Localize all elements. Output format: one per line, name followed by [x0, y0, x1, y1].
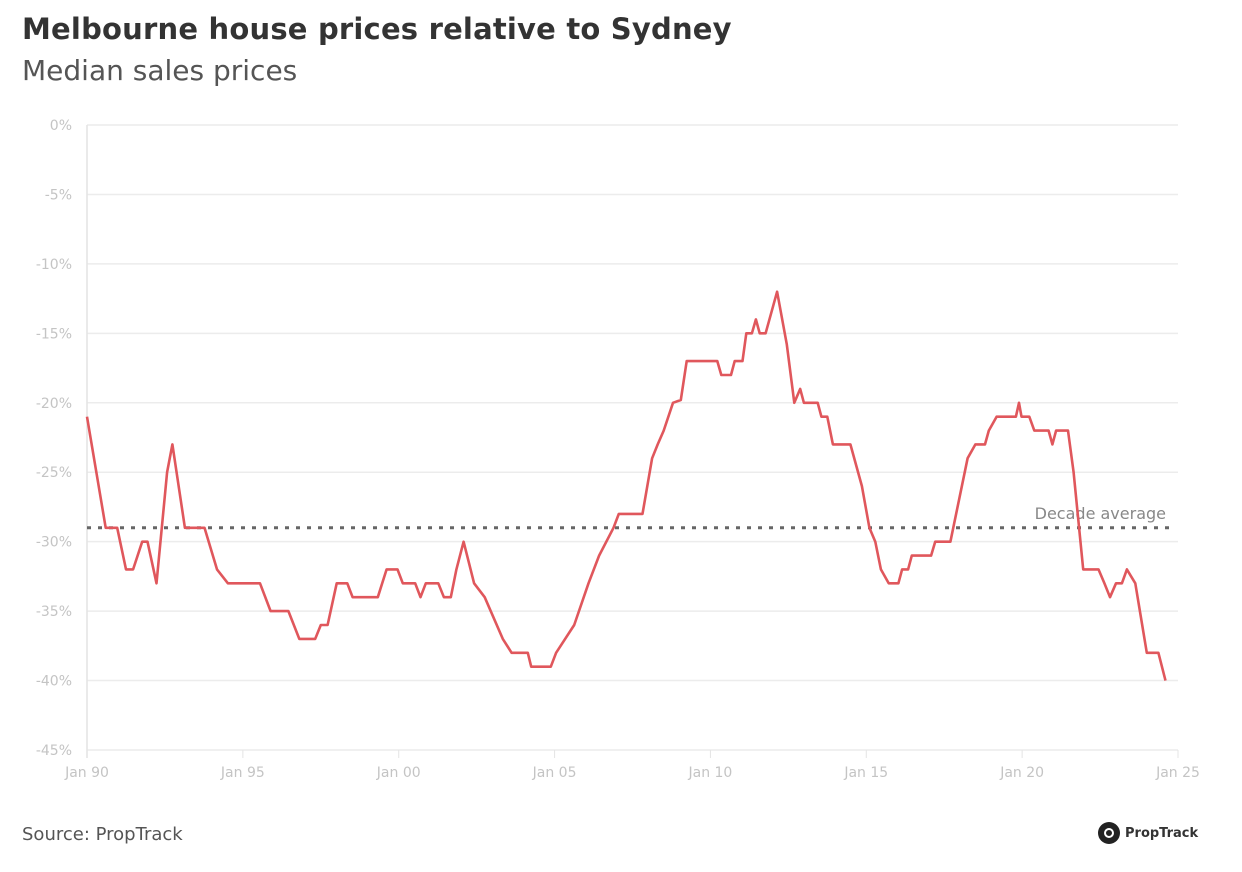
chart-title: Melbourne house prices relative to Sydne…: [22, 12, 732, 46]
x-tick-label: Jan 20: [999, 765, 1044, 781]
y-tick-label: 0%: [50, 118, 72, 134]
y-tick-label: -40%: [36, 674, 72, 690]
decade-average-label: Decade average: [1035, 504, 1166, 523]
x-tick-label: Jan 15: [843, 765, 888, 781]
chart-subtitle: Median sales prices: [22, 54, 298, 87]
y-tick-label: -25%: [36, 465, 72, 481]
proptrack-logo-icon: [1098, 822, 1120, 844]
logo-text: PropTrack: [1125, 825, 1199, 841]
x-tick-label: Jan 90: [64, 765, 109, 781]
x-tick-label: Jan 05: [532, 765, 577, 781]
y-tick-label: -45%: [36, 743, 72, 759]
y-tick-label: -20%: [36, 396, 72, 412]
x-tick-label: Jan 10: [687, 765, 732, 781]
y-tick-label: -5%: [45, 187, 72, 203]
series-line: [85, 290, 1167, 681]
y-tick-label: -35%: [36, 604, 72, 620]
source-note: Source: PropTrack: [22, 824, 183, 845]
y-tick-label: -10%: [36, 257, 72, 273]
y-tick-label: -15%: [36, 326, 72, 342]
x-tick-label: Jan 00: [376, 765, 421, 781]
y-tick-label: -30%: [36, 535, 72, 551]
x-tick-label: Jan 95: [220, 765, 265, 781]
x-tick-label: Jan 25: [1155, 765, 1200, 781]
proptrack-logo: PropTrack: [1098, 822, 1198, 844]
